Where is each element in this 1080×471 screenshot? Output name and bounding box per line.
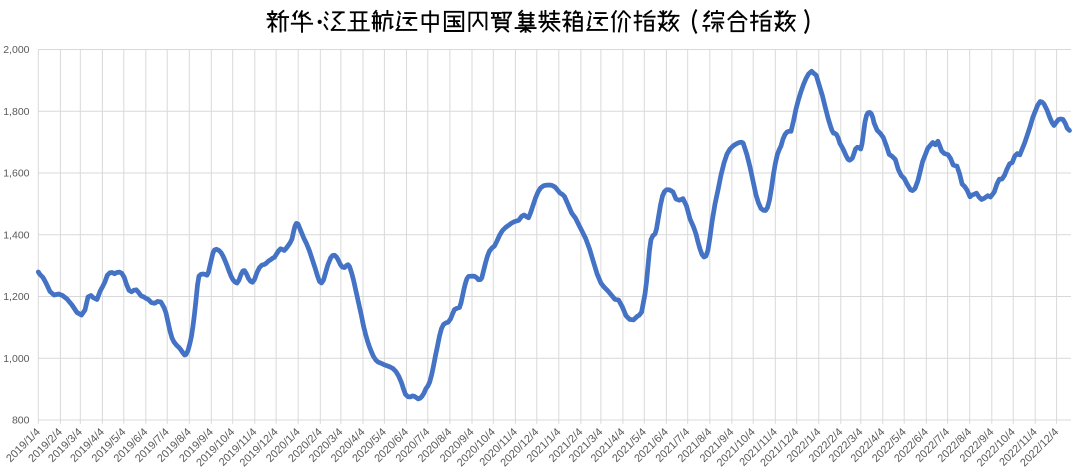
svg-text:1,800: 1,800	[3, 106, 29, 118]
svg-text:1,000: 1,000	[3, 353, 29, 365]
svg-text:2,000: 2,000	[3, 44, 29, 56]
svg-text:1,600: 1,600	[3, 168, 29, 180]
svg-text:800: 800	[12, 415, 30, 427]
svg-text:1,400: 1,400	[3, 229, 29, 241]
svg-text:1,200: 1,200	[3, 291, 29, 303]
